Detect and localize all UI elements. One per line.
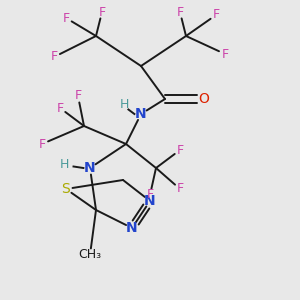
Text: F: F (62, 11, 70, 25)
Text: N: N (84, 161, 96, 175)
Text: F: F (74, 89, 82, 103)
Text: F: F (56, 101, 64, 115)
Text: F: F (98, 5, 106, 19)
Text: H: H (120, 98, 129, 112)
Text: N: N (135, 107, 147, 121)
Text: F: F (176, 143, 184, 157)
Text: H: H (60, 158, 69, 172)
Text: CH₃: CH₃ (78, 248, 102, 262)
Text: F: F (221, 47, 229, 61)
Text: N: N (144, 194, 156, 208)
Text: F: F (38, 137, 46, 151)
Text: F: F (146, 188, 154, 202)
Text: N: N (126, 221, 138, 235)
Text: O: O (199, 92, 209, 106)
Text: S: S (61, 182, 70, 196)
Text: F: F (176, 5, 184, 19)
Text: F: F (176, 182, 184, 196)
Text: F: F (50, 50, 58, 64)
Text: F: F (212, 8, 220, 22)
